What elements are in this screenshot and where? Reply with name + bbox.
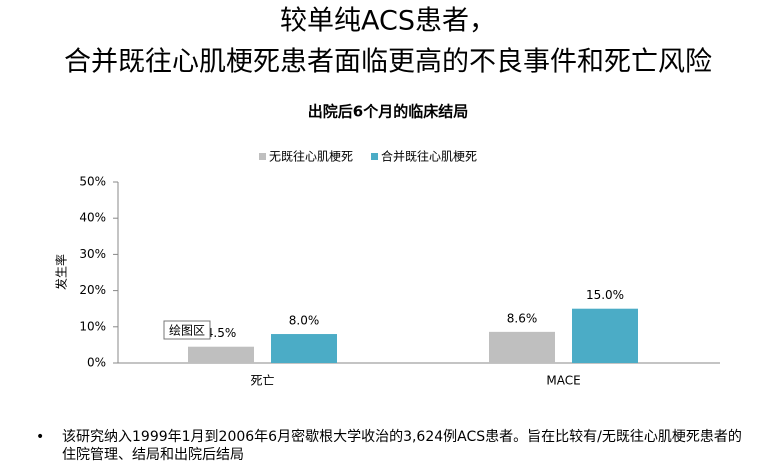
value-label: 15.0% <box>586 288 624 302</box>
legend-swatch <box>371 153 379 160</box>
x-tick-label: 死亡 <box>250 374 274 388</box>
tooltip: 绘图区 <box>169 323 205 338</box>
chart: 较单纯ACS患者， 合并既往心肌梗死患者面临更高的不良事件和死亡风险 出院后6个… <box>54 6 720 388</box>
y-tick-label: 20% <box>79 283 106 297</box>
bar <box>271 334 337 363</box>
bar <box>188 346 254 363</box>
bar <box>572 308 638 363</box>
bullet: • <box>36 429 45 445</box>
y-tick-label: 50% <box>79 175 106 189</box>
y-tick-label: 0% <box>87 356 106 370</box>
note: 该研究纳入1999年1月到2006年6月密歇根大学收治的3,624例ACS患者。… <box>62 429 742 463</box>
title-line: 合并既往心肌梗死患者面临更高的不良事件和死亡风险 <box>64 47 712 78</box>
y-tick-label: 40% <box>79 211 106 225</box>
legend-swatch <box>259 153 266 160</box>
legend-label: 无既往心肌梗死 <box>269 149 353 164</box>
y-tick-label: 30% <box>79 247 106 261</box>
y-tick-label: 10% <box>79 319 106 333</box>
legend-label: 合并既往心肌梗死 <box>381 149 477 164</box>
value-label: 8.6% <box>507 311 538 325</box>
y-axis-label: 发生率 <box>54 254 69 290</box>
bar <box>489 331 555 363</box>
x-tick-label: MACE <box>546 374 580 388</box>
chart-title: 出院后6个月的临床结局 <box>308 103 468 121</box>
title-line: 较单纯ACS患者， <box>280 6 496 37</box>
value-label: 8.0% <box>289 314 320 328</box>
tooltip-box <box>163 320 211 340</box>
value-label: 4.5% <box>206 326 237 340</box>
